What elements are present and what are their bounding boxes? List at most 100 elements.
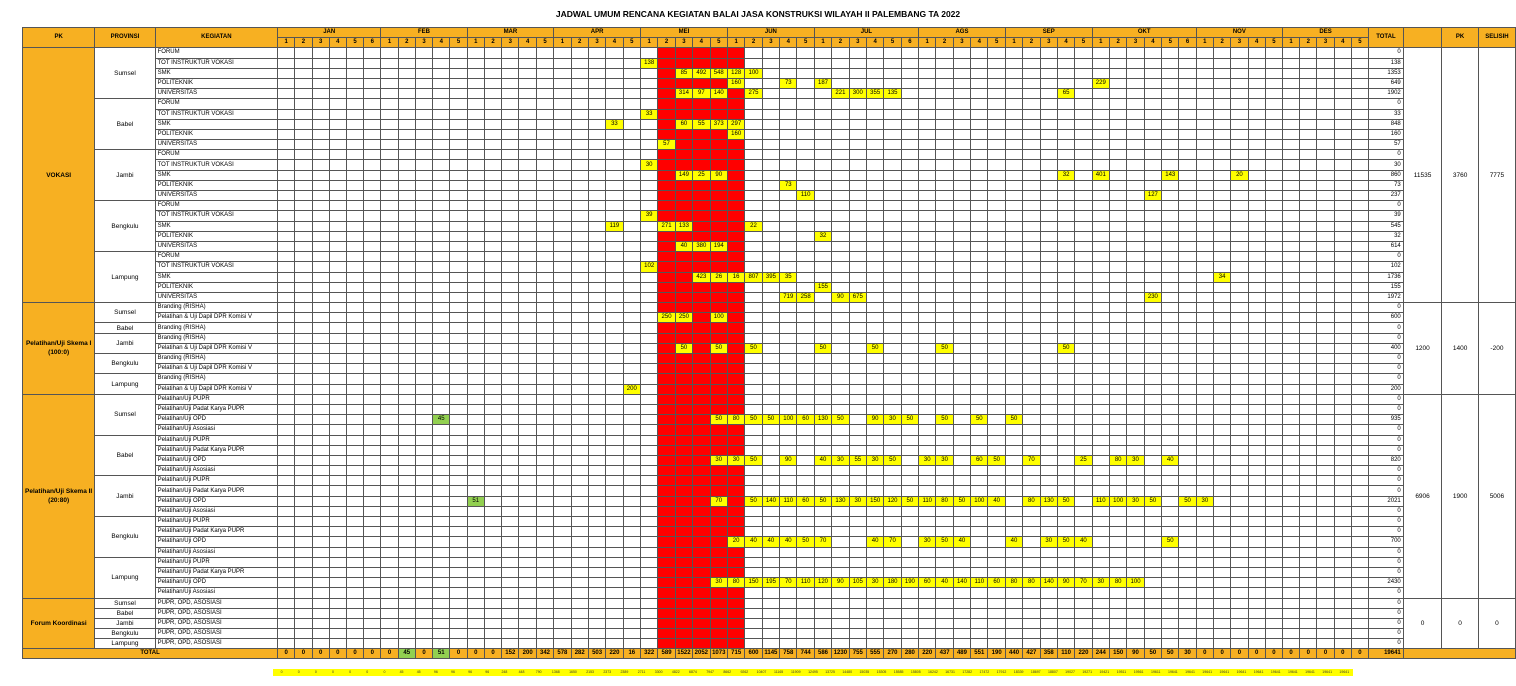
- week-cell: 30: [1126, 495, 1145, 507]
- week-cell: [1074, 322, 1093, 334]
- week-cell: [726, 383, 746, 395]
- week-cell: [865, 617, 885, 630]
- week-cell: [813, 302, 833, 314]
- week-cell: [535, 475, 555, 487]
- week-cell: [952, 281, 972, 293]
- week-cell: 30: [1126, 454, 1145, 467]
- week-cell: [449, 302, 468, 314]
- week-cell: [1247, 261, 1266, 273]
- header-month-jun: JUN: [726, 26, 815, 39]
- week-cell: [1039, 261, 1058, 273]
- week-cell: [1178, 77, 1197, 90]
- week-cell: [1178, 607, 1197, 619]
- week-cell: [1264, 57, 1283, 69]
- week-cell: [311, 587, 330, 599]
- week-cell: 30: [831, 454, 850, 467]
- week-cell: 50: [1161, 536, 1180, 548]
- week-cell: [1316, 281, 1335, 293]
- week-cell: [1074, 495, 1093, 507]
- week-cell: [1004, 526, 1024, 538]
- week-cell: [1091, 475, 1110, 487]
- week-cell: [501, 108, 520, 120]
- week-cell: [970, 526, 989, 538]
- week-cell: [1004, 230, 1024, 242]
- total-week-value: 1073: [709, 648, 728, 660]
- week-cell: [1004, 118, 1024, 130]
- week-cell: [987, 302, 1006, 314]
- week-cell: [466, 200, 485, 212]
- week-cell: [1178, 526, 1197, 538]
- cumulative-value: 0: [383, 670, 386, 674]
- header-week: 3: [1230, 37, 1249, 49]
- week-cell: [535, 47, 555, 59]
- week-cell: [294, 291, 313, 304]
- week-cell: [553, 373, 572, 385]
- week-cell: [1056, 607, 1076, 619]
- week-cell: [1091, 149, 1110, 161]
- week-cell: 40: [987, 495, 1006, 507]
- week-cell: [883, 281, 902, 293]
- week-cell: [311, 526, 330, 538]
- week-cell: [987, 393, 1006, 405]
- week-cell: [397, 638, 416, 650]
- week-cell: [345, 149, 365, 161]
- week-cell: [639, 220, 659, 232]
- week-cell: 100: [744, 67, 763, 79]
- week-cell: [1022, 617, 1041, 630]
- week-cell: [952, 383, 972, 395]
- week-cell: [987, 352, 1006, 365]
- table-row: Pelatihan/Uji Padat Karya PUPR 0: [23, 403, 1516, 416]
- cumulative-stripe: 0 0 0 0 0 0 0 45 45 96 96 96 96 248 448 790 1368 1650 2153…: [273, 669, 1353, 676]
- week-cell: [328, 281, 347, 293]
- week-cell: [1230, 536, 1249, 548]
- week-cell: [883, 240, 902, 253]
- week-cell: [761, 434, 781, 446]
- week-cell: [831, 240, 850, 253]
- table-row: UNIVERSITAS 40 380 194 614: [23, 240, 1516, 253]
- week-cell: [952, 240, 972, 253]
- week-cell: [674, 485, 694, 497]
- week-cell: [692, 628, 711, 640]
- week-cell: [277, 526, 296, 538]
- week-cell: [1161, 88, 1180, 100]
- week-cell: [363, 302, 382, 314]
- week-cell: [918, 108, 937, 120]
- week-cell: [380, 118, 399, 130]
- week-cell: [639, 383, 659, 395]
- week-cell: [328, 189, 347, 202]
- week-cell: [1108, 628, 1128, 640]
- week-cell: [1056, 281, 1076, 293]
- week-cell: [1108, 312, 1128, 324]
- week-cell: [779, 444, 798, 456]
- week-cell: [900, 617, 920, 630]
- week-cell: [831, 47, 850, 59]
- week-cell: [848, 617, 867, 630]
- week-cell: [277, 363, 296, 375]
- week-cell: [918, 434, 937, 446]
- week-cell: [311, 230, 330, 242]
- week-cell: [1091, 403, 1110, 416]
- week-cell: [1178, 454, 1197, 467]
- week-cell: [796, 47, 815, 59]
- week-cell: [1281, 393, 1301, 405]
- week-cell: [1091, 200, 1110, 212]
- week-cell: [1281, 128, 1301, 141]
- table-row: Lampung FORUM 0: [23, 251, 1516, 304]
- week-cell: [518, 230, 537, 242]
- week-cell: [813, 638, 833, 650]
- week-cell: [483, 628, 503, 640]
- week-cell: [449, 271, 468, 283]
- week-cell: [466, 291, 485, 304]
- total-week-value: 30: [1178, 648, 1197, 660]
- week-cell: [1091, 240, 1110, 253]
- week-cell: [1178, 200, 1197, 212]
- week-cell: [1056, 220, 1076, 232]
- week-cell: [1161, 393, 1180, 405]
- provinsi-label: Babel: [94, 322, 156, 334]
- week-cell: [1281, 108, 1301, 120]
- week-cell: [501, 332, 520, 344]
- week-cell: [345, 312, 365, 324]
- week-cell: [1316, 628, 1335, 640]
- week-cell: [883, 322, 902, 334]
- week-cell: [1212, 98, 1232, 110]
